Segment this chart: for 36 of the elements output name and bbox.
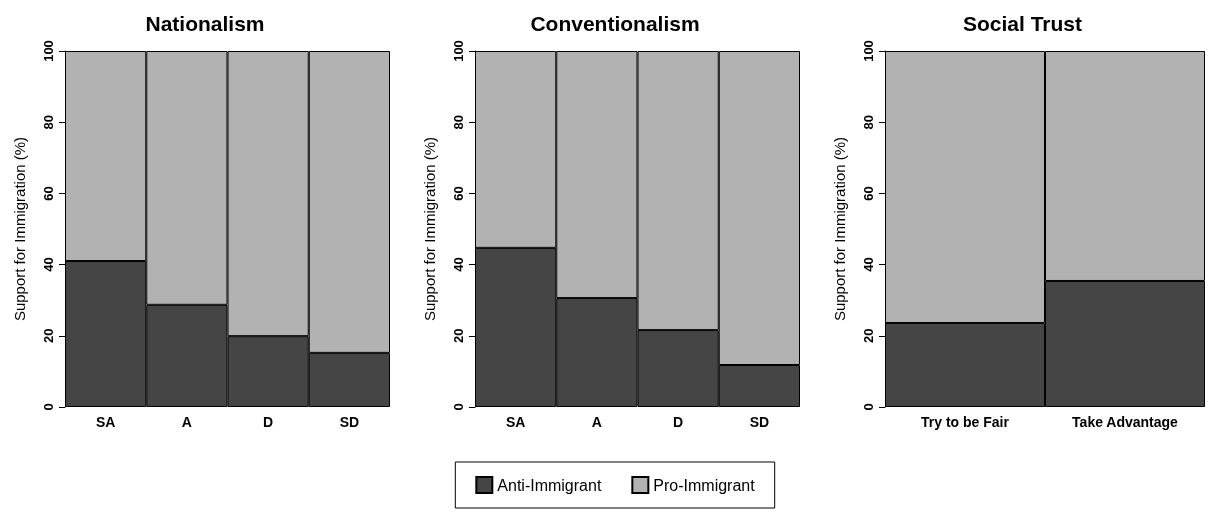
chart-title: Nationalism [145, 12, 265, 35]
y-tick-label: 60 [861, 186, 876, 201]
y-tick-label: 40 [41, 257, 56, 272]
x-tick-label: A [591, 414, 602, 430]
legend-label: Anti-Immigrant [497, 476, 602, 494]
x-tick-label: SD [339, 414, 360, 430]
x-tick-label: D [673, 414, 684, 430]
y-tick-label: 80 [861, 114, 876, 130]
y-tick-label: 80 [451, 114, 466, 130]
x-tick-label: SD [749, 414, 770, 430]
y-tick-label: 100 [451, 40, 466, 62]
y-axis-title: Support for Immigration (%) [421, 136, 438, 322]
chart-title: Social Trust [962, 12, 1083, 35]
x-tick-label: Take Advantage [1072, 414, 1179, 430]
y-tick-label: 100 [861, 40, 876, 62]
x-tick-label: SA [505, 414, 526, 430]
y-tick-label: 20 [861, 328, 876, 344]
y-tick-label: 0 [451, 403, 466, 411]
x-tick-label: D [263, 414, 274, 430]
y-tick-label: 60 [41, 186, 56, 201]
x-tick-label: SA [95, 414, 116, 430]
y-tick-label: 0 [861, 403, 876, 411]
y-tick-label: 80 [41, 114, 56, 130]
x-tick-label: A [181, 414, 192, 430]
x-tick-label: Try to be Fair [921, 414, 1010, 430]
y-tick-label: 60 [451, 186, 466, 201]
y-tick-label: 20 [451, 328, 466, 344]
y-axis-title: Support for Immigration (%) [831, 136, 848, 322]
y-tick-label: 20 [41, 328, 56, 344]
legend-label: Pro-Immigrant [653, 476, 756, 494]
y-tick-label: 40 [451, 257, 466, 272]
chart-title: Conventionalism [530, 12, 700, 35]
y-tick-label: 40 [861, 257, 876, 272]
y-tick-label: 100 [41, 40, 56, 62]
y-tick-label: 0 [41, 403, 56, 411]
y-axis-title: Support for Immigration (%) [11, 136, 28, 322]
